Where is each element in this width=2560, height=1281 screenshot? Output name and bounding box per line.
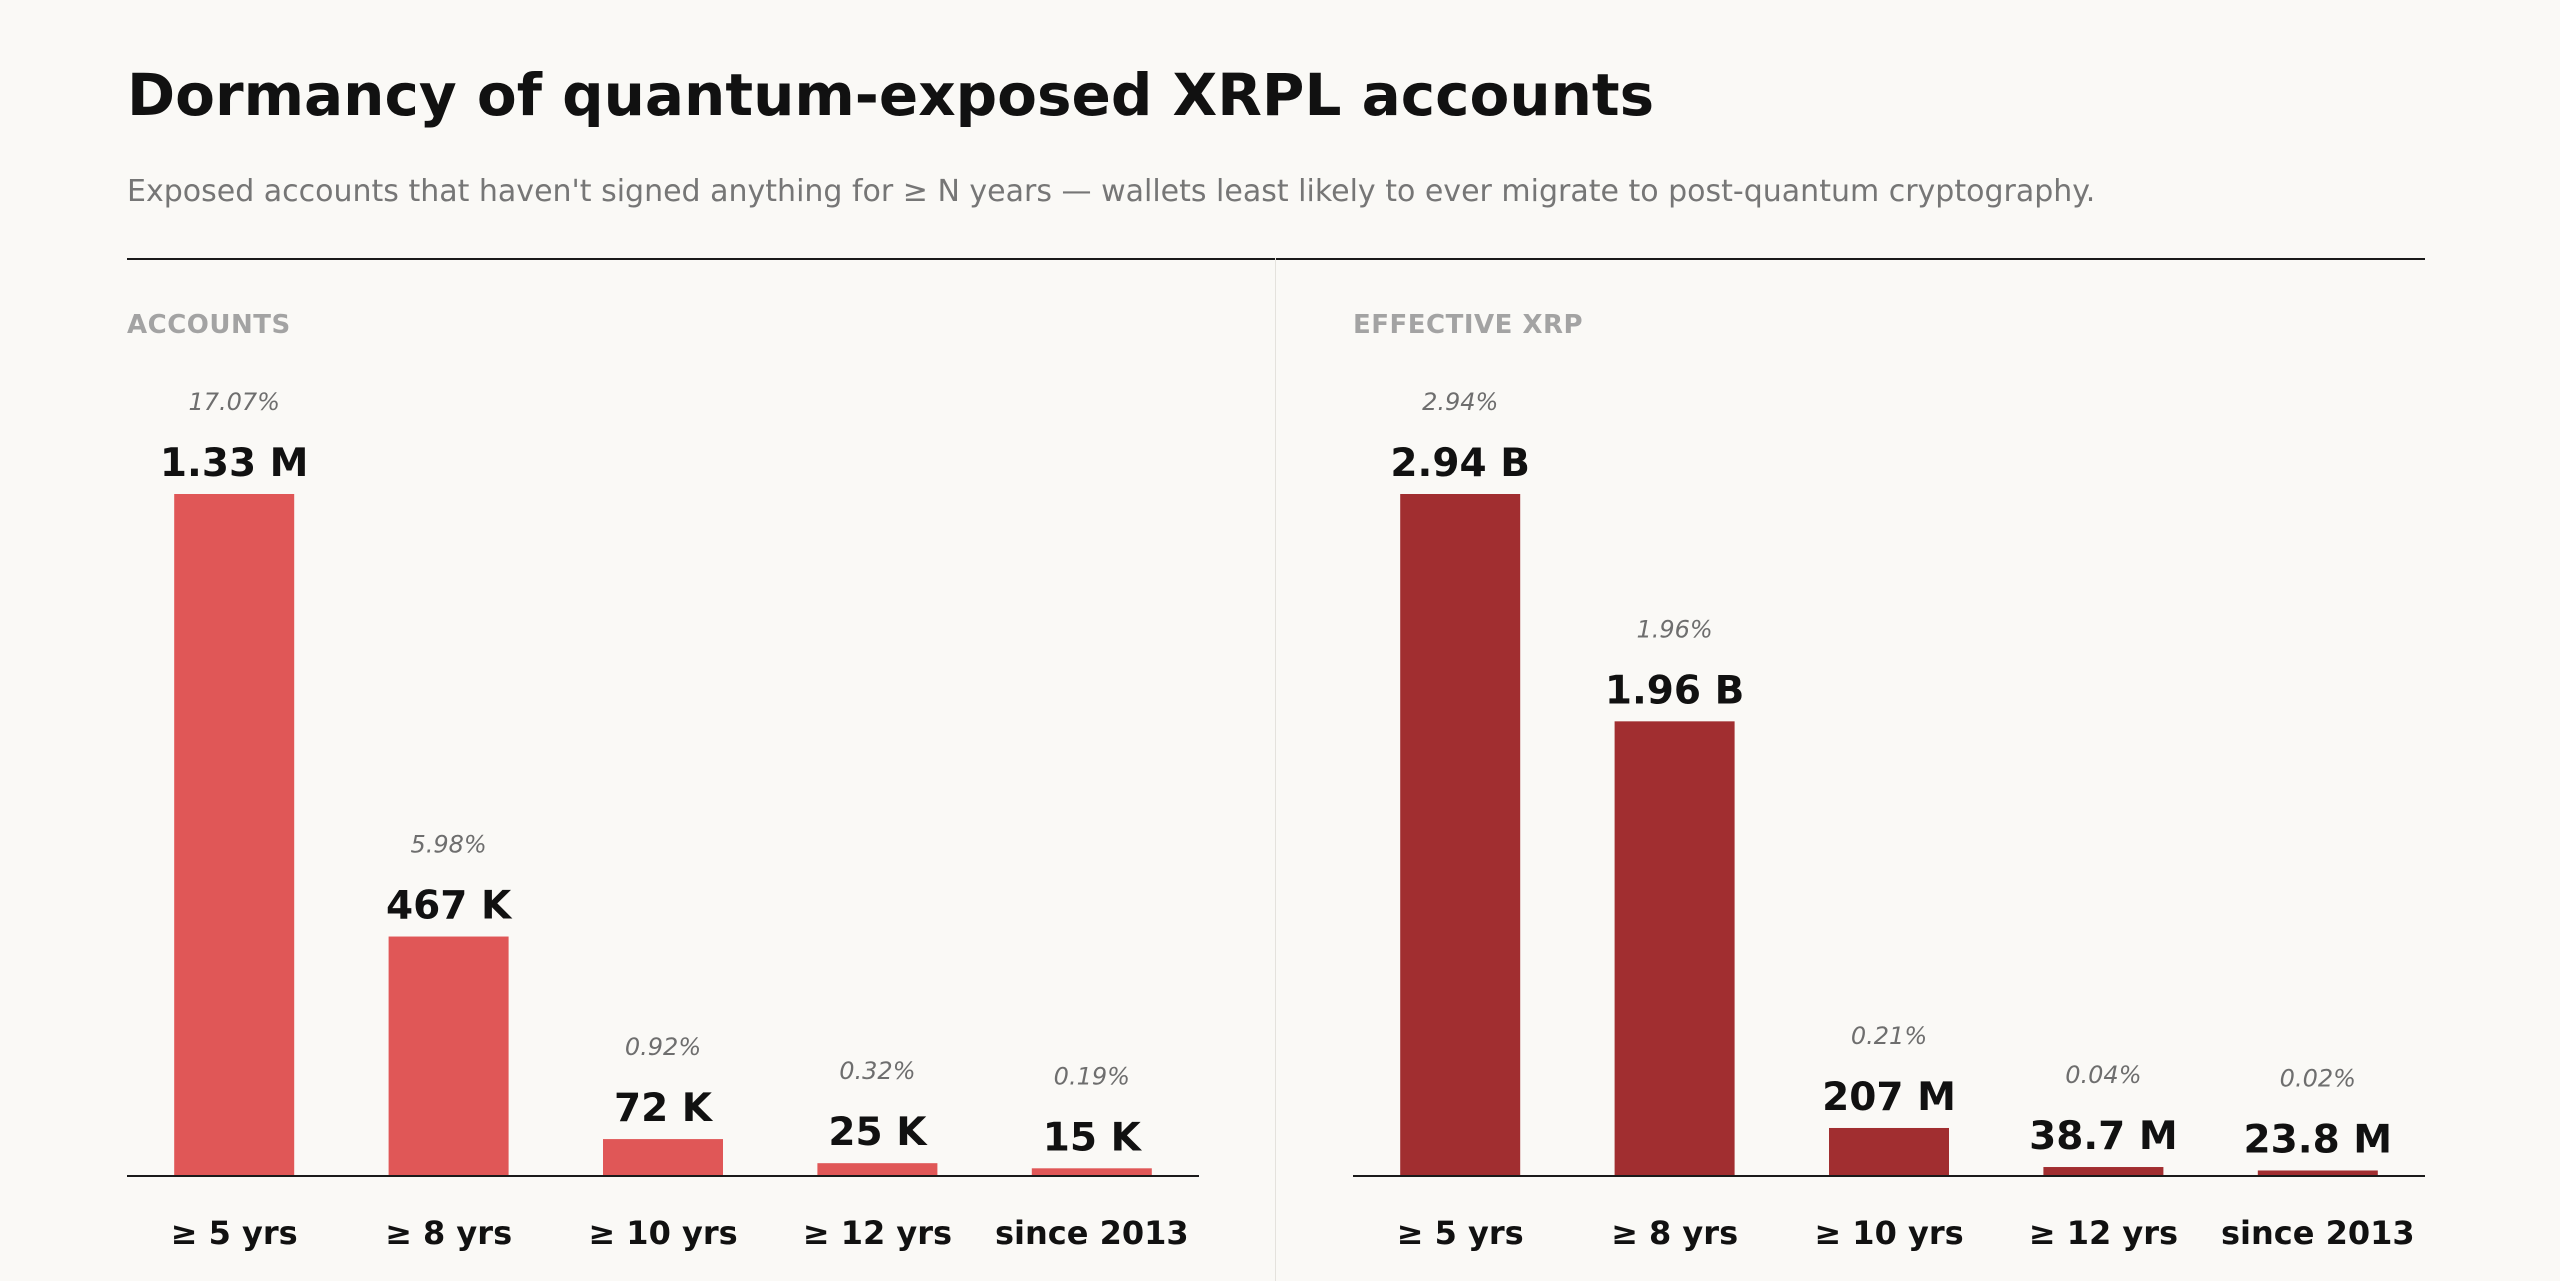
data-label: 25 K — [828, 1110, 928, 1155]
bar — [1400, 494, 1521, 1176]
percent-label: 5.98% — [410, 831, 486, 859]
bar — [1614, 721, 1735, 1176]
bar — [603, 1139, 723, 1176]
tick-label: ≥ 10 yrs — [1814, 1214, 1963, 1252]
percent-label: 1.96% — [1636, 615, 1712, 643]
data-label: 1.96 B — [1605, 668, 1745, 713]
bar — [388, 936, 509, 1176]
tick-label: ≥ 5 yrs — [1397, 1214, 1524, 1252]
tick-label: ≥ 5 yrs — [171, 1214, 298, 1252]
data-label: 467 K — [386, 884, 513, 929]
data-label: 23.8 M — [2243, 1117, 2392, 1162]
tick-label: since 2013 — [2221, 1214, 2415, 1252]
tick-label: ≥ 12 yrs — [803, 1214, 952, 1252]
data-label: 72 K — [614, 1086, 714, 1131]
tick-label: ≥ 8 yrs — [385, 1214, 512, 1252]
percent-label: 0.04% — [2065, 1061, 2141, 1089]
percent-label: 0.32% — [839, 1057, 915, 1085]
percent-label: 0.02% — [2280, 1064, 2356, 1092]
tick-label: ≥ 8 yrs — [1611, 1214, 1738, 1252]
panel-label: ACCOUNTS — [127, 310, 291, 340]
percent-label: 0.21% — [1851, 1022, 1927, 1050]
percent-label: 2.94% — [1422, 388, 1498, 416]
panel-divider — [1275, 258, 1276, 1281]
bar — [1031, 1168, 1152, 1176]
tick-label: ≥ 10 yrs — [588, 1214, 737, 1252]
header-rule — [127, 258, 2425, 260]
tick-label: since 2013 — [995, 1214, 1189, 1252]
data-label: 207 M — [1822, 1075, 1956, 1120]
data-label: 38.7 M — [2029, 1114, 2178, 1159]
bar — [2257, 1170, 2378, 1176]
bar — [2043, 1167, 2164, 1176]
percent-label: 17.07% — [188, 388, 280, 416]
data-label: 2.94 B — [1390, 441, 1530, 486]
percent-label: 0.92% — [625, 1033, 701, 1061]
data-label: 1.33 M — [160, 441, 309, 486]
chart-title: Dormancy of quantum-exposed XRPL account… — [127, 61, 1655, 129]
bar — [1829, 1127, 1949, 1176]
chart-subtitle: Exposed accounts that haven't signed any… — [127, 174, 2096, 209]
percent-label: 0.19% — [1054, 1062, 1130, 1090]
tick-label: ≥ 12 yrs — [2029, 1214, 2178, 1252]
panel-label: EFFECTIVE XRP — [1353, 310, 1583, 340]
data-label: 15 K — [1043, 1115, 1143, 1160]
bar — [174, 494, 295, 1176]
bar — [817, 1163, 938, 1176]
